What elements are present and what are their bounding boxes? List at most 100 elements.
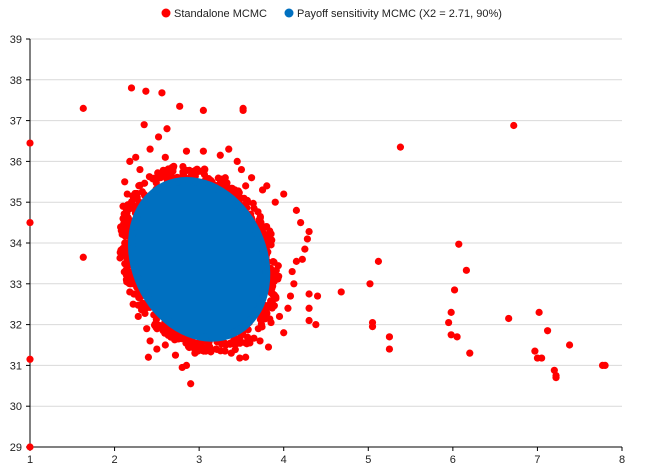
standalone-mcmc-point xyxy=(167,333,175,341)
standalone-mcmc-point xyxy=(450,286,459,294)
standalone-mcmc-point xyxy=(126,288,134,296)
standalone-mcmc-point xyxy=(447,331,455,339)
standalone-mcmc-point xyxy=(385,333,394,341)
y-tick-label: 37 xyxy=(10,116,22,128)
payoff-sensitivity-mcmc-point xyxy=(193,178,202,186)
x-tick-label: 4 xyxy=(281,454,287,466)
standalone-mcmc-point xyxy=(128,198,136,206)
standalone-mcmc-point xyxy=(140,179,149,187)
payoff-sensitivity-mcmc-point xyxy=(200,333,208,341)
standalone-mcmc-point xyxy=(505,314,513,323)
payoff-sensitivity-mcmc-point xyxy=(262,266,270,274)
standalone-mcmc-point xyxy=(79,104,87,112)
standalone-mcmc-point xyxy=(117,227,125,235)
standalone-mcmc-point xyxy=(538,354,546,362)
x-tick-label: 2 xyxy=(112,454,118,466)
y-tick-label: 30 xyxy=(10,401,22,413)
standalone-mcmc-point xyxy=(565,341,574,349)
payoff-sensitivity-mcmc-point xyxy=(140,200,148,208)
standalone-mcmc-point xyxy=(150,321,159,329)
standalone-mcmc-point xyxy=(301,245,309,253)
standalone-mcmc-point xyxy=(455,240,463,248)
y-tick-label: 32 xyxy=(10,320,22,332)
standalone-mcmc-point xyxy=(396,143,405,151)
standalone-mcmc-point xyxy=(129,192,137,200)
standalone-mcmc-point xyxy=(305,290,313,298)
payoff-sensitivity-mcmc-point xyxy=(130,223,138,231)
payoff-sensitivity-mcmc-point xyxy=(177,177,185,185)
standalone-mcmc-point xyxy=(233,157,241,165)
standalone-mcmc-point xyxy=(158,173,166,181)
standalone-mcmc-point xyxy=(265,233,274,242)
standalone-mcmc-point xyxy=(171,351,180,359)
standalone-mcmc-point xyxy=(258,223,266,231)
standalone-mcmc-point xyxy=(26,443,34,451)
standalone-mcmc-point xyxy=(535,308,543,316)
standalone-mcmc-point xyxy=(193,168,201,176)
payoff-sensitivity-mcmc-point xyxy=(129,256,137,264)
standalone-mcmc-point xyxy=(121,178,129,186)
standalone-mcmc-point xyxy=(298,255,306,263)
standalone-mcmc-point xyxy=(249,199,257,207)
legend: Standalone MCMC Payoff sensitivity MCMC … xyxy=(161,8,502,20)
standalone-mcmc-point xyxy=(179,171,187,179)
standalone-mcmc-point xyxy=(368,323,377,331)
y-tick-label: 38 xyxy=(10,75,22,87)
standalone-mcmc-point xyxy=(26,139,34,147)
standalone-mcmc-point xyxy=(510,121,518,130)
x-tick-label: 3 xyxy=(196,454,202,466)
standalone-mcmc-point xyxy=(119,214,127,223)
standalone-mcmc-point xyxy=(242,182,250,190)
payoff-sensitivity-mcmc-point xyxy=(261,284,269,292)
standalone-mcmc-point xyxy=(212,345,220,353)
standalone-mcmc-point xyxy=(290,280,298,288)
standalone-mcmc-point xyxy=(229,340,237,348)
standalone-mcmc-point xyxy=(142,87,150,95)
standalone-mcmc-point xyxy=(216,151,224,159)
standalone-mcmc-point xyxy=(136,165,144,174)
series-layer xyxy=(26,84,609,451)
standalone-mcmc-point xyxy=(462,266,470,274)
standalone-mcmc-point xyxy=(275,312,284,321)
standalone-mcmc-point xyxy=(122,208,130,216)
standalone-mcmc-point xyxy=(174,334,183,342)
payoff-sensitivity-mcmc-point xyxy=(222,191,230,199)
standalone-mcmc-point xyxy=(119,202,127,210)
payoff-sensitivity-mcmc-point xyxy=(195,332,203,340)
payoff-sensitivity-mcmc-point xyxy=(128,245,136,253)
standalone-mcmc-point xyxy=(261,315,269,323)
standalone-mcmc-point xyxy=(123,263,131,272)
standalone-mcmc-point xyxy=(312,321,320,329)
standalone-mcmc-point xyxy=(123,190,131,198)
standalone-mcmc-point xyxy=(144,353,152,361)
standalone-mcmc-point xyxy=(182,361,191,369)
standalone-mcmc-point xyxy=(256,212,264,221)
y-tick-label: 35 xyxy=(10,197,22,209)
standalone-mcmc-point xyxy=(163,125,171,133)
standalone-mcmc-point xyxy=(267,302,275,310)
payoff-sensitivity-mcmc-point xyxy=(247,217,255,225)
standalone-mcmc-point xyxy=(161,341,169,349)
x-tick-label: 1 xyxy=(27,454,33,466)
standalone-mcmc-point xyxy=(292,257,300,265)
standalone-mcmc-point xyxy=(552,374,560,382)
standalone-mcmc-point xyxy=(121,251,129,259)
standalone-mcmc-point xyxy=(280,329,288,337)
standalone-mcmc-point xyxy=(129,300,137,308)
standalone-mcmc-point xyxy=(242,353,250,361)
x-tick-label: 7 xyxy=(534,454,540,466)
y-tick-label: 31 xyxy=(10,360,22,372)
standalone-mcmc-point xyxy=(305,227,313,236)
standalone-mcmc-point xyxy=(247,174,256,182)
payoff-sensitivity-mcmc-point xyxy=(242,321,250,329)
payoff-sensitivity-mcmc-point xyxy=(145,296,153,304)
payoff-sensitivity-mcmc-series xyxy=(128,177,271,342)
standalone-mcmc-point xyxy=(200,166,209,174)
standalone-mcmc-point xyxy=(264,343,273,351)
standalone-mcmc-point xyxy=(258,186,267,194)
legend-label-payoff: Payoff sensitivity MCMC (X2 = 2.71, 90%) xyxy=(297,8,502,20)
payoff-sensitivity-mcmc-point xyxy=(259,291,268,300)
payoff-sensitivity-mcmc-point xyxy=(149,189,157,198)
standalone-mcmc-point xyxy=(366,280,374,288)
